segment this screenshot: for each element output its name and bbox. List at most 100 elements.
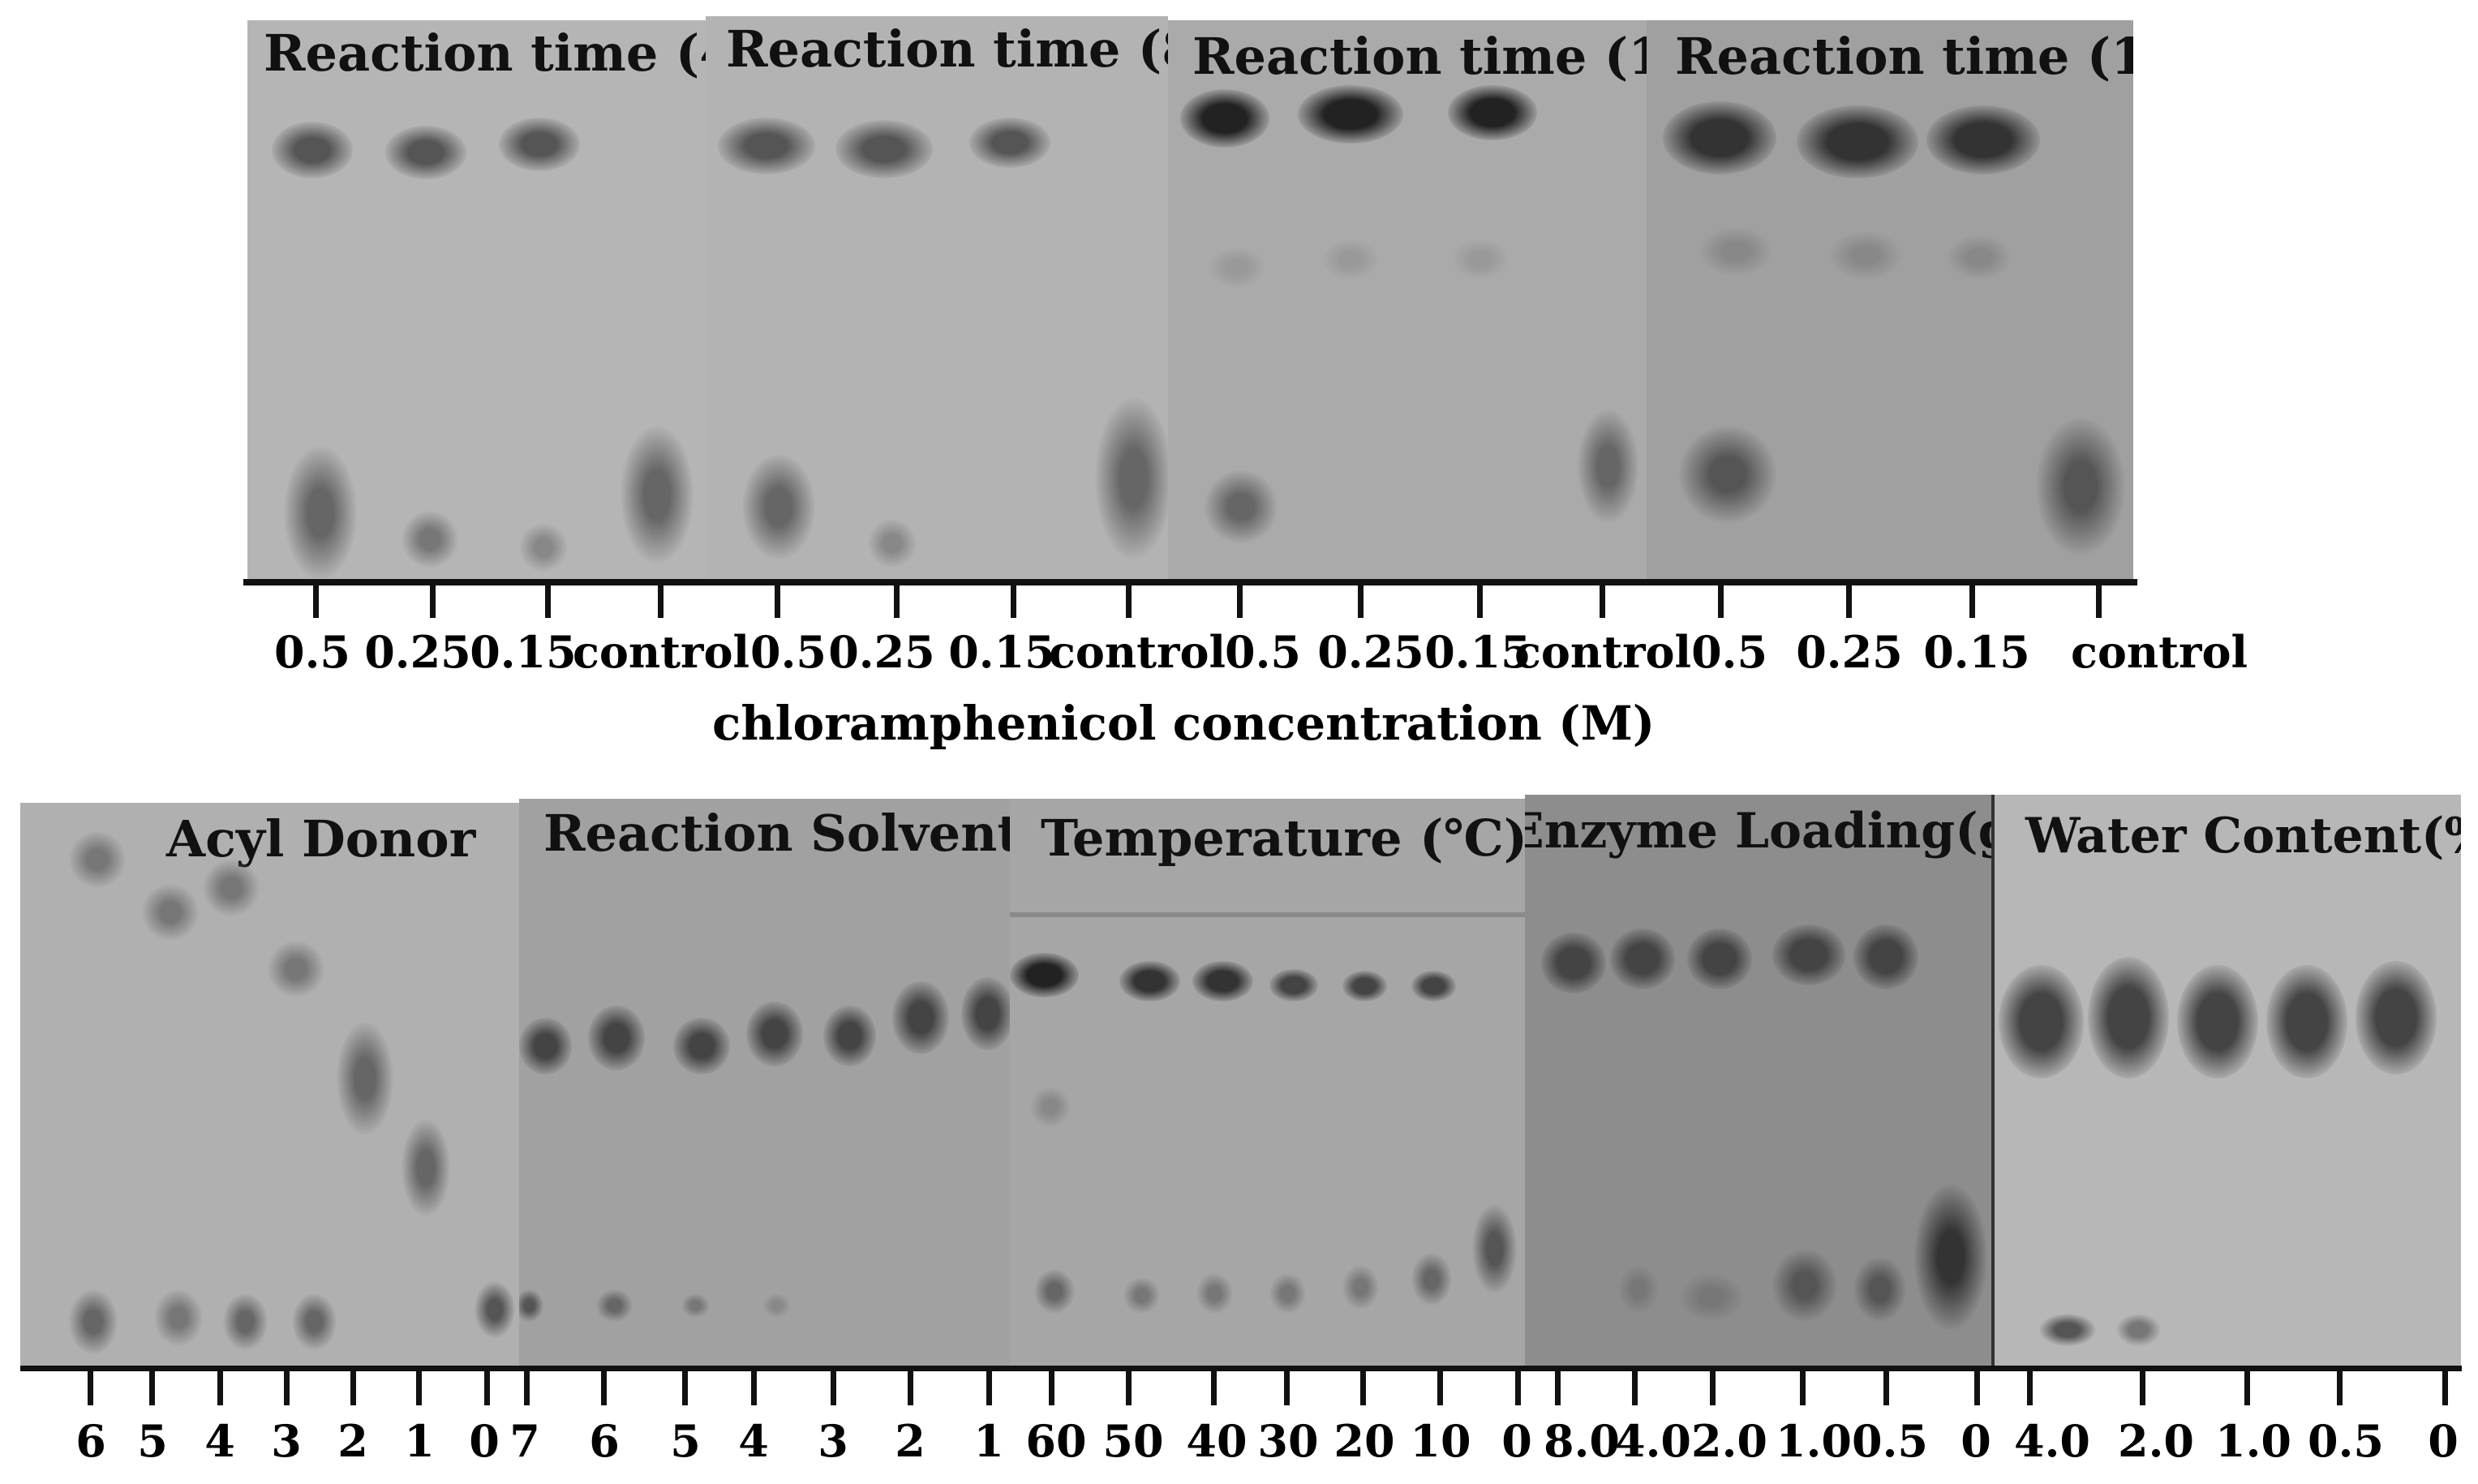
- tlc-spot: [823, 1006, 876, 1066]
- tlc-spot: [742, 454, 815, 560]
- axis-tick: [751, 1371, 757, 1405]
- axis-tick: [416, 1371, 422, 1405]
- axis-tick: [1126, 1371, 1132, 1405]
- tlc-plate-enzyme-loading: Enzyme Loading(g/L): [1525, 795, 1991, 1370]
- tick-label: 0.5: [1852, 1415, 1928, 1467]
- tlc-spot: [1411, 971, 1456, 1001]
- tlc-spot: [2116, 1314, 2161, 1346]
- tlc-spot: [268, 941, 324, 997]
- tick-label: 4: [738, 1415, 769, 1467]
- panel-title-12h: Reaction time (12 h): [1192, 27, 1647, 86]
- tick-label: 0: [1501, 1415, 1532, 1467]
- tick-label: control: [2070, 626, 2248, 678]
- top-axis-line: [243, 579, 2137, 585]
- tlc-spot: [892, 981, 949, 1054]
- tick-label: 1.0: [2215, 1415, 2291, 1467]
- tick-label: 2: [337, 1415, 368, 1467]
- tlc-spot: [1699, 227, 1772, 276]
- tick-label: 0.5: [2308, 1415, 2384, 1467]
- tlc-spot: [1679, 1273, 1744, 1322]
- tlc-spot: [1411, 1253, 1452, 1306]
- axis-tick: [1555, 1371, 1561, 1405]
- tlc-spot: [1772, 924, 1845, 985]
- tlc-spot: [1797, 105, 1918, 178]
- tlc-spot: [385, 126, 466, 179]
- tlc-spot: [746, 1001, 803, 1066]
- axis-tick: [1800, 1371, 1806, 1405]
- axis-tick: [484, 1371, 490, 1405]
- tlc-spot: [499, 118, 580, 171]
- tlc-spot: [69, 831, 126, 888]
- axis-tick: [2140, 1371, 2145, 1405]
- tlc-spot: [154, 1289, 203, 1346]
- tick-label: 2: [895, 1415, 925, 1467]
- axis-tick: [1710, 1371, 1716, 1405]
- tlc-spot: [1578, 410, 1638, 523]
- tlc-spot: [1472, 1204, 1517, 1293]
- panel-title-enzyme-loading: Enzyme Loading(g/L): [1525, 803, 1991, 860]
- tlc-plate-acyl-donor: Acyl Donor: [20, 803, 519, 1370]
- axis-tick: [1883, 1371, 1889, 1405]
- tlc-spot: [1269, 969, 1318, 1001]
- tick-label: control0.5: [1514, 626, 1768, 678]
- tick-label: 3: [271, 1415, 302, 1467]
- tlc-spot: [1030, 1087, 1071, 1127]
- tlc-spot: [402, 1119, 450, 1216]
- tlc-spot: [1123, 1277, 1160, 1314]
- tlc-spot: [1342, 971, 1387, 1001]
- tick-label: 50: [1102, 1415, 1164, 1467]
- tlc-spot: [1452, 239, 1509, 280]
- axis-tick: [1284, 1371, 1290, 1405]
- plate-edge-line: [1010, 912, 1525, 917]
- tick-label: 1.0: [1776, 1415, 1852, 1467]
- tlc-spot: [2177, 965, 2258, 1079]
- tlc-spot: [402, 511, 458, 568]
- tick-label: 5: [137, 1415, 168, 1467]
- tlc-spot: [1192, 961, 1253, 1001]
- tick-label: 40: [1186, 1415, 1248, 1467]
- tick-label: 0.25: [1796, 626, 1903, 678]
- tlc-spot: [1687, 929, 1752, 989]
- tlc-spot: [2039, 1314, 2096, 1346]
- tlc-spot: [1205, 470, 1278, 543]
- tlc-spot: [1618, 1265, 1659, 1314]
- tlc-spot: [203, 860, 260, 916]
- tlc-spot: [284, 446, 357, 580]
- axis-tick: [430, 585, 436, 618]
- tick-label: 0.15: [948, 626, 1055, 678]
- tlc-spot: [681, 1293, 710, 1318]
- axis-tick: [1600, 585, 1605, 618]
- tlc-spot: [1999, 965, 2084, 1079]
- tlc-spot: [1541, 933, 1606, 993]
- tick-label: 0.15: [470, 626, 577, 678]
- panel-title-acyl-donor: Acyl Donor: [166, 809, 476, 869]
- tick-label: 0.25: [364, 626, 471, 678]
- tlc-spot: [1196, 1273, 1233, 1314]
- axis-tick: [1360, 1371, 1366, 1405]
- tick-label: 0: [2428, 1415, 2459, 1467]
- tick-label: 8.0: [1544, 1415, 1620, 1467]
- tlc-spot: [762, 1293, 791, 1318]
- tlc-spot: [519, 1018, 572, 1074]
- axis-tick: [775, 585, 780, 618]
- tlc-spot: [1180, 89, 1269, 148]
- panel-title-4h: Reaction time (4 h): [264, 24, 706, 83]
- tick-label: 6: [75, 1415, 106, 1467]
- tick-label: 2.0: [1691, 1415, 1767, 1467]
- tlc-plate-reaction-solvents: Reaction Solvents: [519, 799, 1010, 1370]
- tlc-spot: [718, 118, 815, 174]
- tlc-spot: [223, 1293, 268, 1350]
- tick-label: 10: [1410, 1415, 1471, 1467]
- tick-label: 2.0: [2118, 1415, 2194, 1467]
- tlc-spot: [1322, 239, 1379, 280]
- tlc-spot: [1853, 1257, 1906, 1322]
- tick-label: 6: [589, 1415, 620, 1467]
- tick-label: 4: [204, 1415, 235, 1467]
- tlc-spot: [1298, 85, 1403, 144]
- tick-label: 1: [973, 1415, 1004, 1467]
- tlc-plate-12h: Reaction time (12 h): [1168, 20, 1647, 584]
- axis-tick: [1437, 1371, 1443, 1405]
- tlc-spot: [1269, 1273, 1306, 1314]
- axis-tick: [1515, 1371, 1521, 1405]
- axis-tick: [1211, 1371, 1217, 1405]
